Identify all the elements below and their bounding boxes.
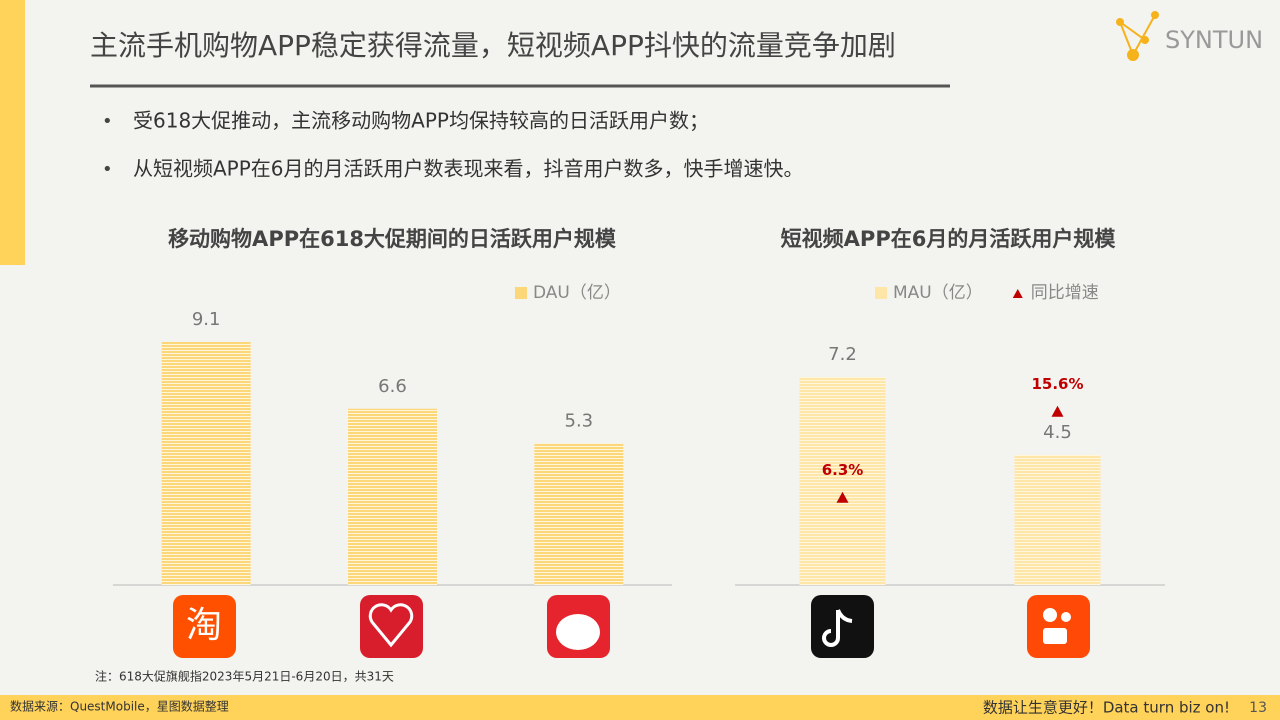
legend-label: MAU（亿） xyxy=(893,283,983,303)
growth-marker xyxy=(836,491,849,503)
note: 注：618大促旗舰指2023年5月21日-6月20日，共31天 xyxy=(95,669,394,684)
chart-title: 短视频APP在6月的月活跃用户规模 xyxy=(781,227,1117,251)
douyin-icon xyxy=(811,595,874,658)
title: 主流手机购物APP稳定获得流量，短视频APP抖快的流量竞争加剧 xyxy=(90,29,896,62)
value-label: 7.2 xyxy=(828,344,857,365)
legend-swatch xyxy=(875,287,887,299)
bar xyxy=(799,377,886,585)
legend-swatch xyxy=(515,287,527,299)
page-number: 13 xyxy=(1249,700,1267,716)
bar xyxy=(1014,455,1101,585)
taobao-icon xyxy=(173,595,236,658)
icon-glyph xyxy=(1043,608,1057,622)
bar xyxy=(348,408,437,585)
growth-label: 15.6% xyxy=(1031,375,1083,393)
legend-label: 同比增速 xyxy=(1031,283,1099,303)
value-label: 9.1 xyxy=(192,309,221,330)
logo-text: SYNTUN xyxy=(1165,26,1263,54)
accent-bar xyxy=(0,0,25,265)
kuaishou-icon xyxy=(1027,595,1090,658)
icon-glyph xyxy=(1043,628,1067,644)
pdd-icon xyxy=(360,595,423,658)
icon-glyph xyxy=(556,614,600,650)
icon-glyph xyxy=(368,603,414,648)
bullet: 受618大促推动，主流移动购物APP均保持较高的日活跃用户数； xyxy=(133,109,709,133)
legend-marker xyxy=(1012,289,1023,298)
slogan: 数据让生意更好！Data turn biz on! xyxy=(983,699,1230,717)
value-label: 6.6 xyxy=(378,376,407,397)
bar xyxy=(534,443,624,585)
legend-label: DAU（亿） xyxy=(533,283,621,303)
source: 数据来源：QuestMobile，星图数据整理 xyxy=(10,699,229,714)
growth-marker xyxy=(1051,405,1064,417)
icon-glyph xyxy=(1061,612,1071,622)
icon-glyph: 淘 xyxy=(186,605,222,646)
footer-bar xyxy=(0,695,1280,720)
growth-label: 6.3% xyxy=(822,461,864,479)
chart-title: 移动购物APP在618大促期间的日活跃用户规模 xyxy=(168,227,617,251)
bullet: 从短视频APP在6月的月活跃用户数表现来看，抖音用户数多，快手增速快。 xyxy=(133,157,804,181)
value-label: 4.5 xyxy=(1043,422,1072,443)
bullet-dot: • xyxy=(102,111,113,132)
bullet-dot: • xyxy=(102,159,113,180)
logo-icon xyxy=(1116,11,1159,61)
icon-glyph xyxy=(822,609,853,647)
value-label: 5.3 xyxy=(565,410,594,431)
bar xyxy=(161,342,251,585)
